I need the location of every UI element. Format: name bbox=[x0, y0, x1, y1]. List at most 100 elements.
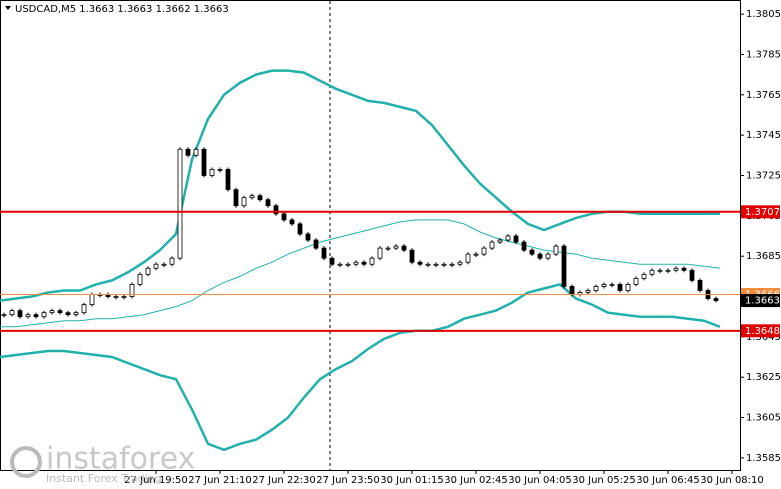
watermark: instaforex Instant Forex Trading bbox=[10, 442, 195, 485]
candle bbox=[473, 253, 479, 256]
y-tick-label: 1.3685 bbox=[746, 251, 781, 262]
candle bbox=[33, 314, 39, 318]
candle bbox=[497, 239, 503, 243]
candle bbox=[361, 261, 367, 265]
candle bbox=[233, 189, 239, 207]
candle bbox=[73, 312, 79, 316]
candle bbox=[441, 263, 447, 266]
candle bbox=[145, 267, 151, 275]
logo-icon bbox=[10, 446, 42, 478]
candle bbox=[65, 312, 71, 316]
candle bbox=[697, 279, 703, 291]
candle bbox=[369, 257, 375, 265]
candle bbox=[529, 249, 535, 255]
candle bbox=[545, 253, 551, 259]
candle bbox=[289, 219, 295, 225]
candle bbox=[641, 273, 647, 279]
candle bbox=[49, 310, 55, 314]
candle bbox=[401, 245, 407, 251]
candle bbox=[313, 239, 319, 249]
candle bbox=[513, 235, 519, 243]
x-tick-label: 27 Jun 19:50 bbox=[124, 475, 188, 486]
candle bbox=[521, 241, 527, 251]
candle bbox=[609, 284, 615, 286]
level-label: 1.3707 bbox=[745, 207, 780, 218]
candle bbox=[121, 296, 127, 298]
band-line bbox=[0, 219, 721, 328]
candle bbox=[681, 267, 687, 271]
candle bbox=[9, 310, 15, 316]
candle bbox=[257, 195, 263, 201]
x-tick-label: 30 Jun 05:25 bbox=[572, 475, 636, 486]
y-tick-label: 1.3745 bbox=[746, 130, 781, 141]
candle bbox=[585, 290, 591, 293]
candle bbox=[161, 263, 167, 266]
candle bbox=[345, 263, 351, 266]
candle bbox=[449, 263, 455, 266]
y-tick-label: 1.3725 bbox=[746, 170, 781, 181]
x-tick-label: 27 Jun 23:50 bbox=[316, 475, 380, 486]
candle bbox=[153, 263, 159, 269]
candle bbox=[225, 169, 231, 191]
level-label: 1.3663 bbox=[745, 296, 780, 307]
candle bbox=[673, 267, 679, 271]
band-line bbox=[0, 283, 721, 452]
candle bbox=[297, 223, 303, 235]
x-tick-label: 27 Jun 21:10 bbox=[188, 475, 252, 486]
x-tick-label: 30 Jun 08:10 bbox=[700, 475, 764, 486]
candle bbox=[649, 269, 655, 275]
level-label-box bbox=[741, 205, 780, 219]
candle bbox=[169, 257, 175, 265]
candle bbox=[425, 263, 431, 266]
candle bbox=[25, 314, 31, 318]
candle bbox=[305, 233, 311, 241]
candle bbox=[569, 286, 575, 295]
candle bbox=[561, 245, 567, 287]
candle bbox=[89, 294, 95, 305]
plot-frame bbox=[0, 0, 741, 471]
y-tick-label: 1.3785 bbox=[746, 49, 781, 60]
candle bbox=[393, 245, 399, 249]
candle bbox=[249, 195, 255, 199]
candle bbox=[321, 247, 327, 259]
candle bbox=[273, 205, 279, 215]
y-tick-label: 1.3645 bbox=[746, 332, 781, 343]
candle bbox=[209, 169, 215, 176]
candle bbox=[177, 148, 183, 259]
candle bbox=[409, 249, 415, 263]
candle bbox=[601, 284, 607, 287]
chart-title: USDCAD,M5 1.3663 1.3663 1.3662 1.3663 bbox=[15, 4, 229, 15]
candle bbox=[185, 148, 191, 156]
candle bbox=[489, 241, 495, 249]
candle bbox=[129, 284, 135, 297]
watermark-subtext: Instant Forex Trading bbox=[46, 472, 162, 485]
candle bbox=[137, 273, 143, 285]
symbol-arrow bbox=[5, 6, 11, 10]
candle bbox=[193, 148, 199, 156]
candle bbox=[353, 261, 359, 265]
candle bbox=[465, 253, 471, 263]
candle bbox=[1, 314, 7, 317]
candle bbox=[657, 269, 663, 272]
y-tick-label: 1.3625 bbox=[746, 372, 781, 383]
y-tick-label: 1.3805 bbox=[746, 9, 781, 20]
candle bbox=[633, 277, 639, 285]
candle bbox=[417, 261, 423, 265]
candle bbox=[201, 148, 207, 176]
candle bbox=[433, 263, 439, 266]
candle bbox=[665, 269, 671, 272]
candle bbox=[625, 284, 631, 291]
x-tick-label: 30 Jun 06:45 bbox=[636, 475, 700, 486]
candle bbox=[713, 298, 719, 301]
candle bbox=[457, 261, 463, 265]
x-tick-label: 27 Jun 22:30 bbox=[252, 475, 316, 486]
candle bbox=[377, 247, 383, 259]
y-tick-label: 1.3765 bbox=[746, 90, 781, 101]
candle bbox=[553, 245, 559, 255]
x-tick-label: 30 Jun 01:15 bbox=[380, 475, 444, 486]
candle bbox=[385, 247, 391, 250]
x-tick-label: 30 Jun 02:45 bbox=[444, 475, 508, 486]
candle bbox=[281, 213, 287, 221]
candle bbox=[265, 199, 271, 207]
